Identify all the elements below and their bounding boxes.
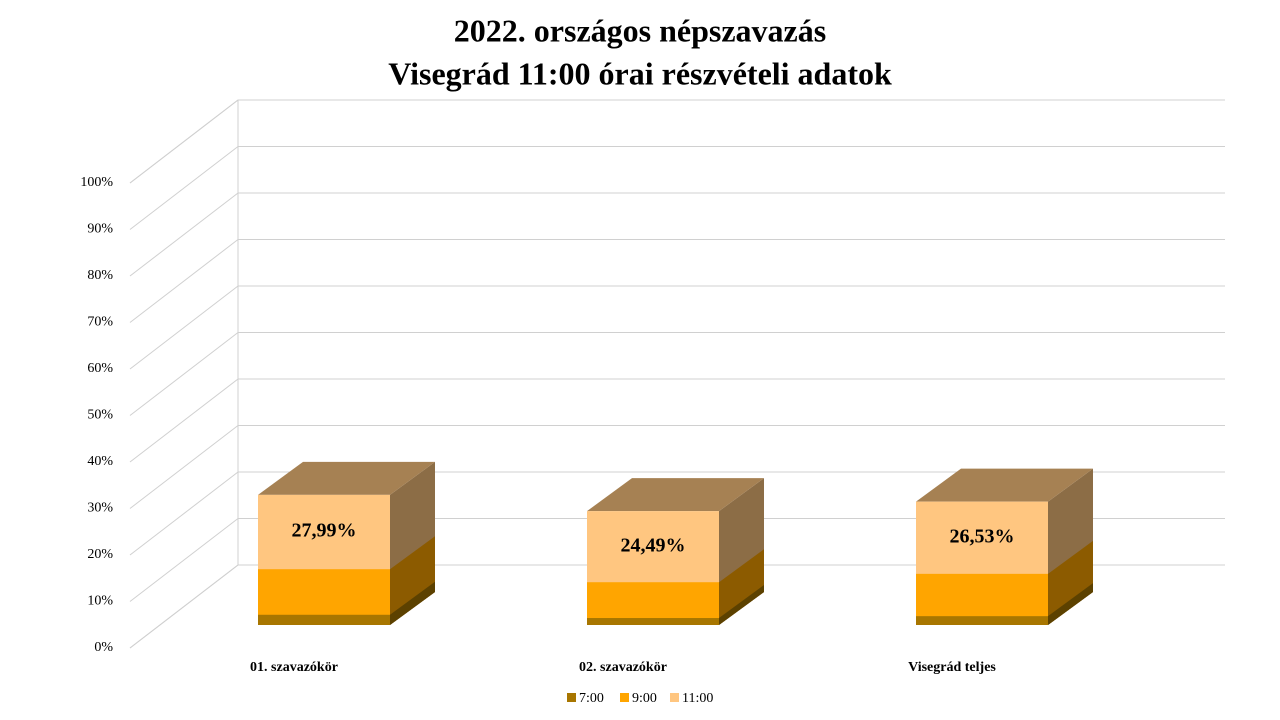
data-label: 26,53% <box>950 525 1015 547</box>
chart-title: 2022. országos népszavazás <box>454 12 826 48</box>
legend-label: 7:00 <box>579 691 604 706</box>
grid-line <box>129 378 239 463</box>
bar-side <box>1048 583 1093 625</box>
y-tick-label: 60% <box>87 361 113 376</box>
x-tick-label: 01. szavazókör <box>250 660 338 675</box>
legend-swatch <box>567 693 576 702</box>
chart-title: Visegrád 11:00 órai részvételi adatok <box>388 55 892 91</box>
data-label: 24,49% <box>621 534 686 556</box>
grid-line <box>129 99 239 184</box>
y-tick-label: 50% <box>87 408 113 423</box>
y-tick-label: 100% <box>80 175 113 190</box>
grid-line <box>129 471 239 556</box>
grid-line <box>129 425 239 509</box>
bar-top <box>258 461 435 495</box>
bar <box>258 614 390 625</box>
legend-swatch <box>670 693 679 702</box>
bar <box>916 616 1048 625</box>
bar-side <box>390 536 435 625</box>
y-tick-label: 20% <box>87 547 113 562</box>
y-tick-label: 0% <box>94 640 113 655</box>
legend-swatch <box>620 693 629 702</box>
legend-label: 11:00 <box>682 691 713 706</box>
bar-side <box>390 581 435 625</box>
bar-side <box>719 549 764 625</box>
bar-top <box>587 478 764 512</box>
grid-line <box>129 192 239 277</box>
x-tick-label: 02. szavazókör <box>579 660 667 675</box>
bar <box>587 582 719 625</box>
y-tick-label: 30% <box>87 501 113 516</box>
data-label: 27,99% <box>292 520 357 542</box>
bar-side <box>1048 540 1093 625</box>
grid-line <box>129 239 239 323</box>
bar-side <box>719 585 764 625</box>
y-tick-label: 10% <box>87 594 113 609</box>
bar-top <box>916 468 1093 502</box>
grid-line <box>129 564 239 649</box>
grid-line <box>129 332 239 416</box>
legend-label: 9:00 <box>632 691 657 706</box>
y-tick-label: 90% <box>87 222 113 237</box>
y-tick-label: 80% <box>87 268 113 283</box>
y-tick-label: 40% <box>87 454 113 469</box>
bar <box>587 618 719 625</box>
grid-line <box>129 518 239 602</box>
grid-line <box>129 285 239 370</box>
x-tick-label: Visegrád teljes <box>908 660 996 675</box>
y-tick-label: 70% <box>87 315 113 330</box>
grid-line <box>129 146 239 230</box>
